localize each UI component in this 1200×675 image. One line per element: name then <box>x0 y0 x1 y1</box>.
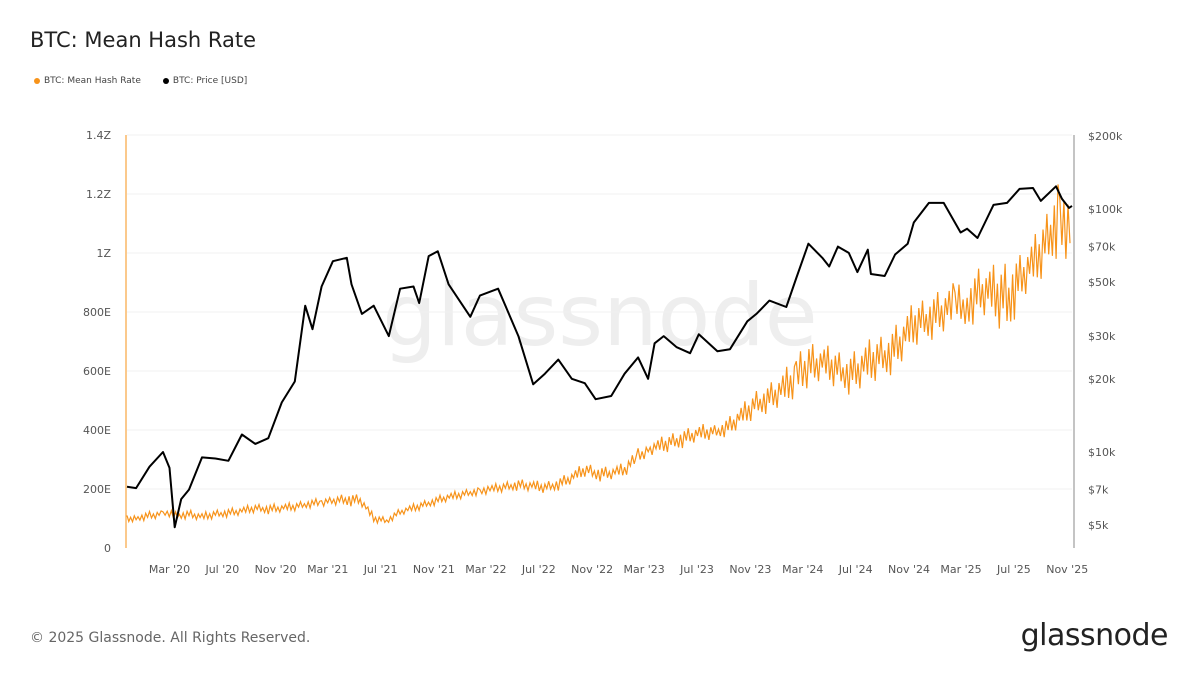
y-left-tick-label: 0 <box>104 542 111 555</box>
hash-rate-line <box>126 184 1071 525</box>
chart-title: BTC: Mean Hash Rate <box>30 28 257 52</box>
y-right-tick-label: $7k <box>1088 484 1109 497</box>
legend: BTC: Mean Hash Rate BTC: Price [USD] <box>34 76 247 86</box>
x-tick-label: Mar '21 <box>307 563 348 576</box>
y-right-tick-label: $30k <box>1088 330 1116 343</box>
y-left-tick-label: 600E <box>83 365 111 378</box>
x-tick-label: Mar '23 <box>624 563 665 576</box>
x-tick-label: Jul '21 <box>363 563 398 576</box>
watermark: glassnode <box>382 266 817 366</box>
x-tick-label: Jul '20 <box>204 563 239 576</box>
y-left-tick-label: 400E <box>83 424 111 437</box>
legend-label: BTC: Price [USD] <box>172 76 248 86</box>
x-tick-label: Jul '22 <box>521 563 556 576</box>
y-right-tick-label: $200k <box>1088 130 1123 143</box>
y-left-tick-label: 1.2Z <box>86 188 111 201</box>
y-left-tick-label: 1Z <box>96 247 111 260</box>
x-tick-label: Mar '22 <box>465 563 506 576</box>
hash-rate-dot-icon <box>34 78 40 84</box>
glassnode-logo: glassnode <box>1020 618 1169 653</box>
x-tick-label: Nov '23 <box>729 563 771 576</box>
x-tick-label: Mar '24 <box>782 563 823 576</box>
legend-label: BTC: Mean Hash Rate <box>44 76 141 86</box>
legend-item-price[interactable]: BTC: Price [USD] <box>162 76 248 86</box>
y-right-tick-label: $20k <box>1088 373 1116 386</box>
x-tick-label: Mar '20 <box>149 563 190 576</box>
x-tick-label: Jul '24 <box>838 563 873 576</box>
x-tick-label: Nov '20 <box>255 563 297 576</box>
y-right-tick-label: $50k <box>1088 276 1116 289</box>
x-tick-label: Mar '25 <box>940 563 981 576</box>
x-tick-label: Jul '25 <box>996 563 1031 576</box>
x-tick-label: Nov '25 <box>1046 563 1088 576</box>
y-right-tick-label: $5k <box>1088 519 1109 532</box>
y-left-tick-label: 200E <box>83 483 111 496</box>
x-tick-label: Nov '21 <box>413 563 455 576</box>
legend-item-hash-rate[interactable]: BTC: Mean Hash Rate <box>34 76 141 86</box>
x-tick-label: Jul '23 <box>679 563 714 576</box>
price-dot-icon <box>162 78 169 84</box>
x-tick-label: Nov '22 <box>571 563 613 576</box>
y-left-tick-label: 1.4Z <box>86 129 111 142</box>
y-right-tick-label: $10k <box>1088 446 1116 459</box>
x-tick-label: Nov '24 <box>888 563 930 576</box>
price-line <box>126 185 1073 529</box>
y-right-tick-label: $70k <box>1088 241 1116 254</box>
copyright: © 2025 Glassnode. All Rights Reserved. <box>30 630 311 646</box>
y-right-tick-label: $100k <box>1088 203 1123 216</box>
y-left-tick-label: 800E <box>83 306 111 319</box>
